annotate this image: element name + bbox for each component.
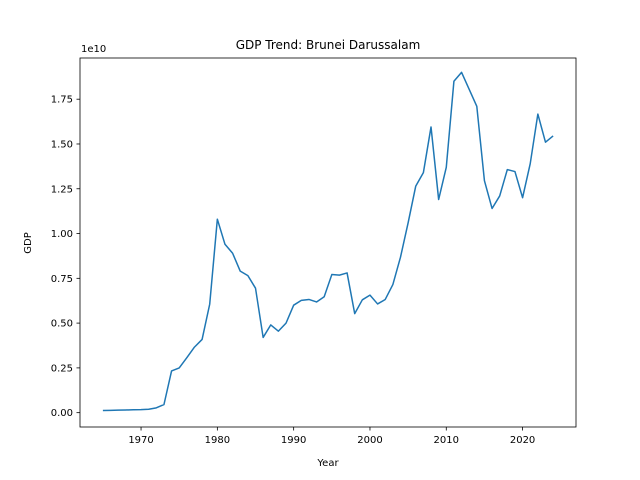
plot-area: 1970 1980 1990 2000 2010 2020 0.00 0.25 0.50 0.75… — [51, 57, 577, 446]
x-axis-label: Year — [316, 458, 339, 469]
y-tick-label: 0.50 — [51, 319, 73, 330]
x-tick-label: 2000 — [357, 435, 382, 446]
x-tick-label: 1970 — [128, 435, 153, 446]
x-tick-label: 2020 — [510, 435, 535, 446]
y-tick-label: 0.75 — [51, 274, 73, 285]
gdp-series-line — [102, 71, 554, 412]
y-tick-label: 0.00 — [51, 408, 73, 419]
y-axis-offset-text: 1e10 — [81, 44, 106, 55]
x-tick-label: 2010 — [434, 435, 459, 446]
plot-frame — [79, 57, 577, 428]
y-axis-label: GDP — [23, 232, 34, 253]
y-tick-label: 0.25 — [51, 363, 73, 374]
y-tick-label: 1.50 — [51, 139, 73, 150]
x-tick-label: 1980 — [205, 435, 230, 446]
x-tick-label: 1990 — [281, 435, 306, 446]
chart-title: GDP Trend: Brunei Darussalam — [236, 38, 421, 52]
y-tick-label: 1.25 — [51, 184, 73, 195]
y-tick-label: 1.75 — [51, 95, 73, 106]
y-tick-label: 1.00 — [51, 229, 73, 240]
